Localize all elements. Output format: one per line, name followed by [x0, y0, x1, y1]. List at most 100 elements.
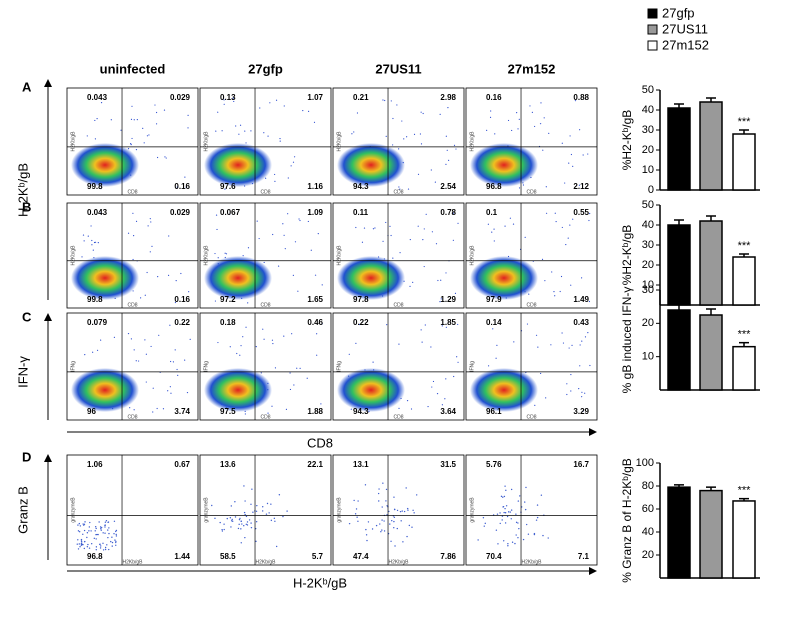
event-dot [100, 529, 102, 531]
event-dot [518, 187, 521, 189]
event-dot [406, 136, 408, 138]
event-dot [91, 244, 93, 246]
event-dot [151, 245, 153, 247]
axis-title: H-2Kᵇ/gB [293, 575, 347, 590]
significance: *** [738, 329, 752, 341]
event-dot [272, 233, 274, 236]
event-dot [113, 532, 115, 535]
event-dot [86, 532, 89, 534]
quadrant-value: 94.3 [353, 182, 369, 191]
quadrant-value: 0.43 [573, 318, 589, 327]
event-dot [511, 129, 513, 132]
event-dot [524, 501, 526, 503]
quadrant-value: 2.54 [440, 182, 456, 191]
event-dot [225, 253, 228, 255]
event-dot [229, 346, 231, 348]
event-dot [95, 546, 98, 548]
inner-axis-label: CD8 [260, 302, 270, 308]
inner-axis-label: CD8 [526, 414, 536, 420]
event-dot [401, 510, 403, 512]
event-dot [457, 361, 459, 363]
event-dot [584, 336, 587, 338]
event-dot [154, 104, 156, 106]
event-dot [244, 513, 246, 516]
event-dot [391, 519, 393, 522]
event-dot [174, 301, 177, 304]
event-dot [406, 507, 409, 510]
event-dot [457, 222, 459, 224]
event-dot [100, 528, 102, 530]
event-dot [425, 213, 427, 215]
event-dot [505, 489, 507, 492]
event-dot [396, 527, 398, 530]
event-dot [96, 117, 98, 120]
event-dot [452, 212, 455, 214]
event-dot [499, 512, 501, 514]
event-dot [348, 522, 351, 525]
quadrant-value: 99.8 [87, 182, 103, 191]
event-dot [221, 528, 223, 531]
bar [699, 101, 723, 191]
inner-axis-label: CD8 [127, 414, 137, 420]
quadrant-value: 13.1 [353, 460, 369, 469]
event-dot [186, 391, 189, 394]
event-dot [445, 163, 447, 166]
event-dot [306, 377, 308, 379]
event-dot [263, 338, 265, 340]
event-dot [136, 119, 138, 121]
event-dot [243, 485, 245, 487]
legend-swatch [647, 24, 658, 35]
event-dot [80, 538, 83, 541]
event-dot [441, 404, 443, 406]
event-dot [316, 354, 318, 356]
event-dot [149, 251, 151, 253]
event-dot [77, 524, 79, 526]
quadrant-value: 96.8 [87, 552, 103, 561]
event-dot [105, 519, 108, 522]
event-dot [541, 258, 544, 260]
event-dot [286, 510, 288, 512]
event-dot [224, 188, 226, 190]
event-dot [259, 107, 261, 109]
event-dot [534, 404, 536, 406]
event-dot [229, 213, 231, 215]
event-dot [571, 344, 573, 346]
event-dot [84, 521, 86, 523]
inner-axis-label: CD8 [127, 189, 137, 195]
event-dot [115, 541, 117, 544]
event-dot [144, 294, 146, 296]
event-dot [224, 252, 226, 254]
event-dot [155, 123, 158, 125]
event-dot [390, 540, 392, 542]
density-cloud [337, 368, 405, 412]
event-dot [389, 225, 391, 227]
event-dot [496, 344, 498, 346]
quadrant-value: 47.4 [353, 552, 369, 561]
y-axis-title: %H2-Kᵇ/gB [620, 225, 634, 286]
bar [732, 133, 756, 191]
y-tick-label: 0 [648, 184, 654, 196]
event-dot [79, 525, 82, 527]
event-dot [133, 349, 135, 351]
y-tick-label: 10 [642, 351, 654, 363]
event-dot [296, 367, 298, 369]
quadrant-value: 5.76 [486, 460, 502, 469]
event-dot [420, 111, 422, 113]
event-dot [393, 516, 396, 519]
event-dot [518, 527, 520, 530]
legend-label: 27gfp [662, 5, 695, 20]
event-dot [434, 181, 436, 183]
event-dot [92, 249, 94, 251]
event-dot [357, 520, 359, 522]
event-dot [278, 494, 281, 496]
event-dot [130, 143, 132, 145]
column-header: 27gfp [248, 61, 283, 76]
event-dot [149, 218, 151, 220]
event-dot [357, 500, 359, 502]
quadrant-value: 3.74 [174, 407, 190, 416]
event-dot [581, 340, 583, 342]
event-dot [417, 173, 420, 175]
event-dot [77, 548, 80, 550]
event-dot [507, 545, 509, 547]
event-dot [240, 528, 242, 530]
